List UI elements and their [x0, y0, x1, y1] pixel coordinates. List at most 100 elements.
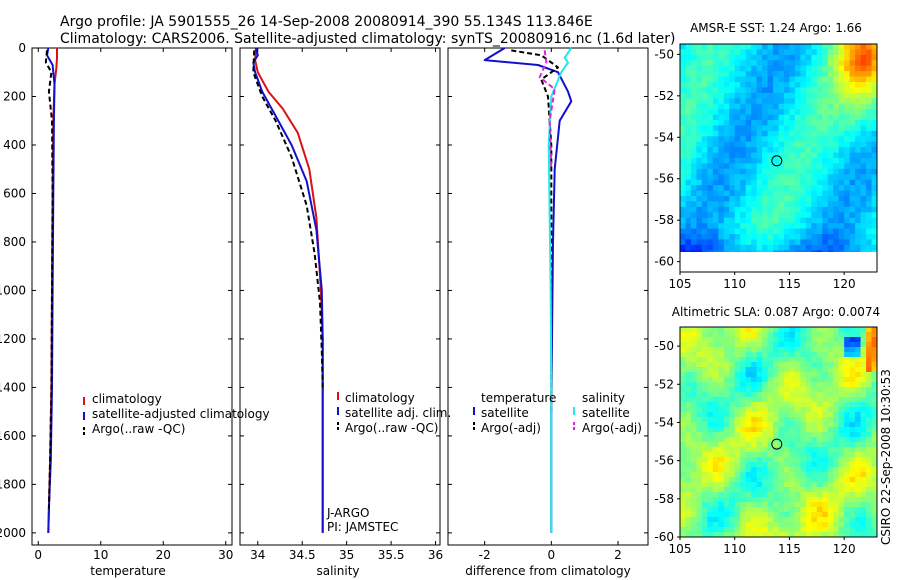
heatmap-cell: [767, 437, 774, 443]
heatmap-cell: [838, 527, 845, 533]
heatmap-cell: [855, 141, 862, 148]
heatmap-cell: [849, 196, 856, 203]
heatmap-cell: [827, 337, 834, 343]
heatmap-cell: [783, 462, 791, 468]
heatmap-cell: [680, 185, 687, 192]
heatmap-cell: [805, 185, 812, 192]
heatmap-cell: [723, 452, 730, 458]
heatmap-cell: [838, 152, 845, 159]
heatmap-cell: [762, 125, 769, 132]
heatmap-cell: [712, 54, 719, 61]
heatmap-cell: [767, 392, 774, 398]
y-tick-label: 400: [3, 138, 26, 152]
heatmap-cell: [816, 332, 823, 338]
header-line2: Climatology: CARS2006. Satellite-adjuste…: [60, 31, 675, 47]
heatmap-cell: [712, 179, 719, 186]
heatmap-cell: [800, 507, 807, 513]
heatmap-cell: [816, 103, 823, 110]
heatmap-cell: [844, 190, 851, 197]
heatmap-cell: [805, 168, 812, 175]
heatmap-cell: [740, 457, 747, 463]
heatmap-cell: [707, 327, 714, 333]
heatmap-cell: [696, 185, 703, 192]
heatmap-cell: [789, 397, 796, 403]
heatmap-cell: [756, 477, 763, 483]
heatmap-cell: [811, 352, 818, 358]
heatmap-cell: [871, 437, 877, 443]
heatmap-cell: [701, 352, 708, 358]
heatmap-cell: [756, 196, 763, 203]
heatmap-cell: [767, 190, 774, 197]
heatmap-cell: [734, 417, 741, 423]
heatmap-cell: [778, 168, 785, 175]
heatmap-cell: [718, 174, 725, 181]
heatmap-cell: [773, 402, 780, 408]
heatmap-cell: [794, 163, 801, 170]
heatmap-cell: [756, 367, 763, 373]
heatmap-cell: [860, 517, 867, 523]
heatmap-cell: [718, 92, 725, 99]
heatmap-cell: [767, 158, 774, 165]
heatmap-cell: [718, 98, 725, 105]
heatmap-cell: [866, 422, 873, 428]
heatmap-cell: [767, 382, 774, 388]
heatmap-cell: [751, 462, 758, 468]
heatmap-cell: [718, 201, 725, 208]
heatmap-cell: [756, 432, 763, 438]
heatmap-cell: [707, 407, 714, 413]
heatmap-cell: [866, 417, 873, 423]
heatmap-cell: [789, 250, 796, 252]
heatmap-cell: [762, 457, 769, 463]
heatmap-cell: [756, 54, 763, 61]
heatmap-cell: [866, 244, 873, 251]
heatmap-cell: [723, 332, 730, 338]
heatmap-cell: [729, 109, 736, 116]
heatmap-cell: [833, 76, 840, 83]
heatmap-cell: [762, 163, 769, 170]
heatmap-cell: [789, 185, 796, 192]
heatmap-cell: [751, 452, 758, 458]
heatmap-cell: [800, 49, 807, 56]
heatmap-cell: [773, 462, 780, 468]
heatmap-cell: [838, 136, 845, 143]
heatmap-cell: [838, 512, 845, 518]
heatmap-cell: [778, 457, 785, 463]
heatmap-cell: [783, 87, 791, 94]
heatmap-cell: [745, 337, 752, 343]
heatmap-cell: [783, 472, 791, 478]
heatmap-cell: [789, 497, 796, 503]
heatmap-cell: [680, 179, 687, 186]
heatmap-cell: [860, 109, 867, 116]
heatmap-cell: [690, 65, 698, 72]
heatmap-cell: [712, 87, 719, 94]
heatmap-cell: [833, 125, 840, 132]
heatmap-cell: [866, 427, 873, 433]
heatmap-cell: [811, 130, 818, 137]
heatmap-cell: [685, 190, 692, 197]
heatmap-cell: [762, 54, 769, 61]
heatmap-cell: [844, 130, 851, 137]
heatmap-cell: [811, 507, 818, 513]
heatmap-cell: [849, 234, 856, 241]
heatmap-cell: [724, 261, 730, 267]
heatmap-cell: [723, 457, 730, 463]
heatmap-cell: [751, 98, 758, 105]
heatmap-cell: [833, 234, 840, 241]
heatmap-cell: [800, 407, 807, 413]
heatmap-cell: [860, 412, 867, 418]
heatmap-cell: [871, 98, 877, 105]
heatmap-cell: [805, 507, 812, 513]
heatmap-cell: [800, 382, 807, 388]
heatmap-cell: [833, 352, 840, 358]
heatmap-cell: [696, 387, 703, 393]
heatmap-cell: [805, 347, 812, 353]
heatmap-cell: [783, 422, 791, 428]
heatmap-cell: [773, 44, 780, 51]
heatmap-cell: [685, 141, 692, 148]
heatmap-cell: [685, 382, 692, 388]
heatmap-cell: [734, 517, 741, 523]
heatmap-cell: [729, 417, 736, 423]
heatmap-cell: [740, 44, 747, 51]
heatmap-cell: [855, 342, 862, 348]
heatmap-cell: [838, 244, 845, 251]
